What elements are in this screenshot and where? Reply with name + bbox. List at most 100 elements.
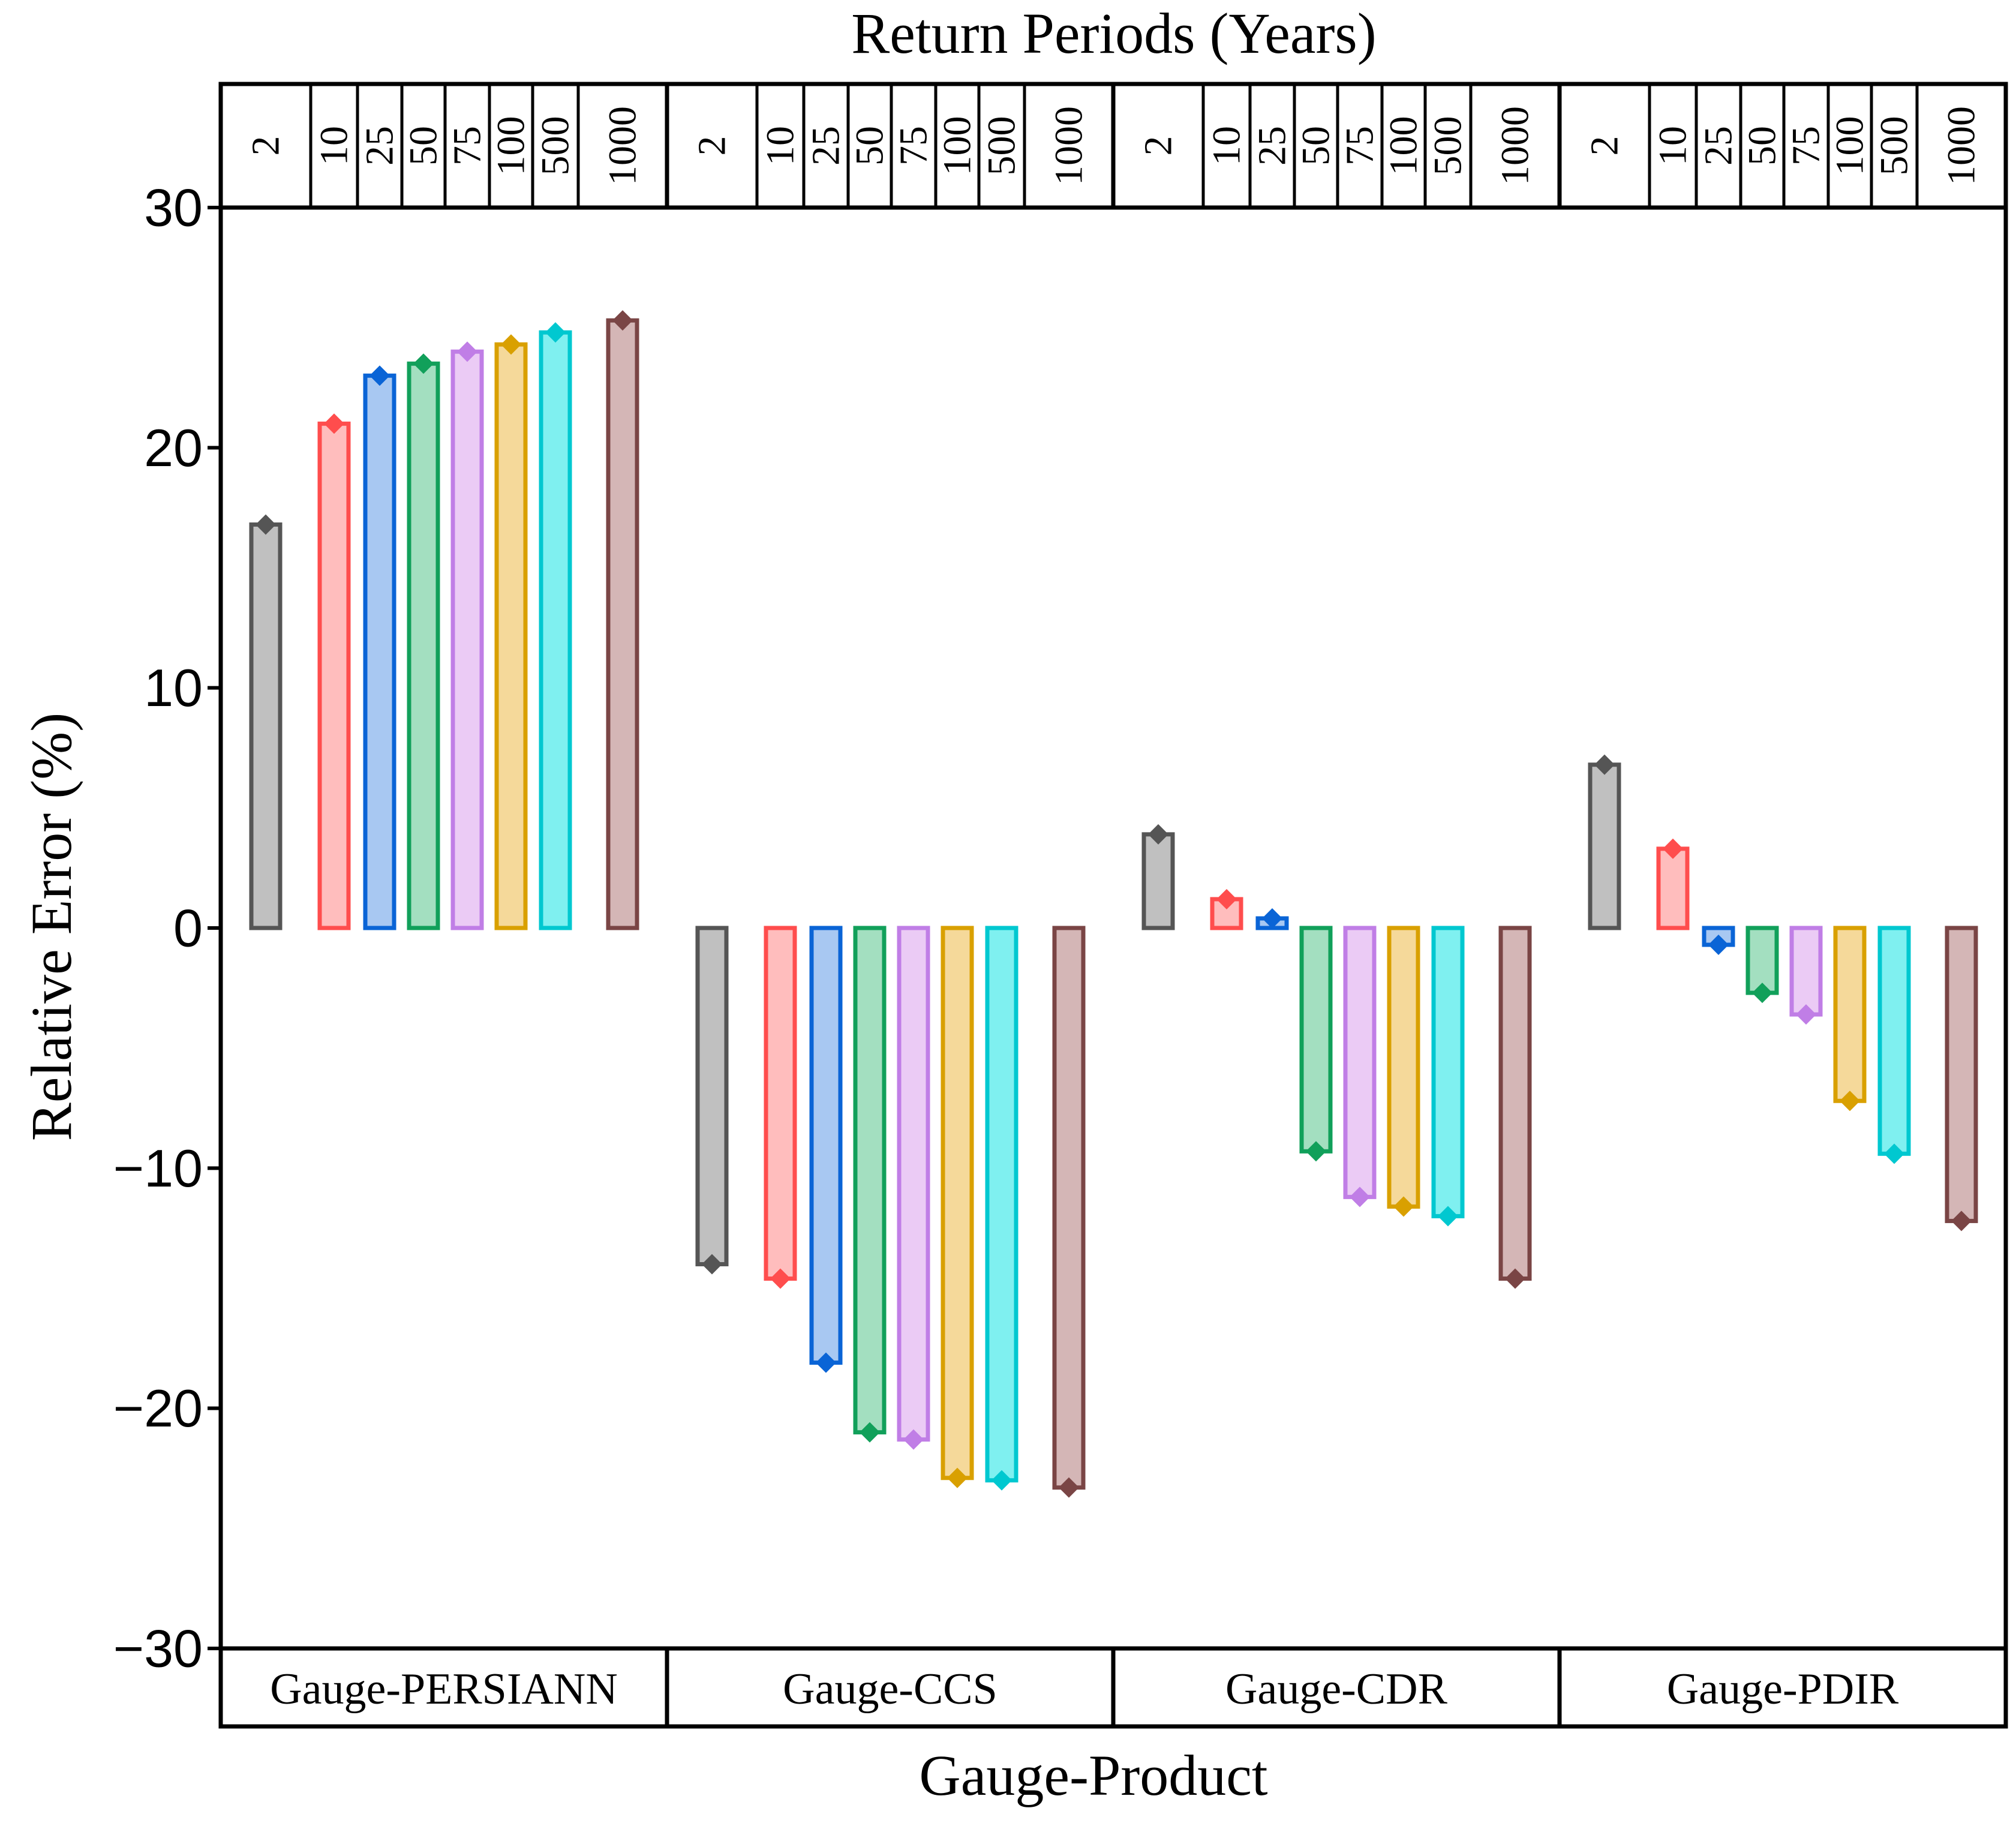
return-period-label: 100 (1828, 116, 1872, 176)
bar (1945, 926, 1978, 1223)
return-period-label: 2 (1583, 136, 1627, 156)
return-period-label: 100 (489, 116, 533, 176)
return-period-label: 1000 (1047, 106, 1091, 185)
bar (606, 318, 639, 930)
y-tick-label: 20 (144, 418, 203, 477)
bar-marker (816, 1352, 836, 1373)
bar-marker (1594, 754, 1615, 775)
bar-marker (947, 1467, 968, 1488)
bar (450, 349, 484, 930)
bar (407, 361, 440, 930)
return-period-label: 500 (1426, 116, 1470, 176)
bar (249, 522, 283, 930)
bar (1299, 926, 1333, 1154)
y-axis-ticks: 30 20 10 0 −10 −20 −30 (113, 178, 221, 1678)
bar (897, 926, 930, 1442)
return-period-label: 75 (892, 126, 936, 166)
group-label-row: Gauge-PERSIANN Gauge-CCS Gauge-CDR Gauge-PD… (218, 1646, 2008, 1729)
bar-marker (770, 1268, 791, 1289)
bar (764, 926, 797, 1281)
chart-title: Return Periods (Years) (851, 1, 1376, 65)
return-period-label: 10 (313, 126, 356, 166)
return-period-label: 50 (1294, 126, 1338, 166)
bar-marker (1216, 888, 1237, 909)
bar (941, 926, 974, 1480)
bar-marker (860, 1422, 880, 1443)
bar-marker (413, 353, 434, 374)
return-period-label: 100 (936, 116, 980, 176)
bar-marker (1796, 1004, 1816, 1025)
group-label: Gauge-PDIR (1667, 1665, 1899, 1714)
bar-marker (1708, 935, 1729, 956)
bar (1877, 926, 1911, 1156)
return-period-label: 50 (402, 126, 446, 166)
y-tick-label: −20 (113, 1378, 203, 1438)
bar (539, 330, 572, 930)
return-period-label: 500 (1873, 116, 1916, 176)
return-period-label: 1000 (1494, 106, 1537, 185)
return-period-label: 50 (1741, 126, 1784, 166)
return-period-label: 75 (1338, 126, 1382, 166)
return-period-label: 1000 (601, 106, 645, 185)
x-axis-label: Gauge-Product (919, 1743, 1267, 1807)
bar-marker (324, 413, 344, 434)
y-tick-label: 10 (144, 658, 203, 717)
return-period-label: 25 (1251, 126, 1294, 166)
bar-marker (1663, 838, 1683, 859)
bar (1833, 926, 1867, 1103)
bar-marker (612, 310, 633, 331)
bar-marker (457, 341, 477, 362)
bar-marker (256, 514, 276, 535)
return-period-label: 100 (1382, 116, 1426, 176)
bar (985, 926, 1018, 1483)
bar-series (249, 310, 1978, 1498)
bar-marker (1951, 1211, 1972, 1232)
bar (853, 926, 887, 1435)
plot-frame (218, 205, 2008, 1651)
bar-marker (1840, 1091, 1860, 1112)
bar-marker (369, 365, 390, 386)
y-tick-label: −30 (113, 1619, 203, 1678)
return-period-label: 500 (980, 116, 1024, 176)
bar (1343, 926, 1377, 1199)
bar (695, 926, 729, 1266)
bar-marker (1884, 1143, 1904, 1164)
return-period-label: 10 (759, 126, 803, 166)
bar-marker (1350, 1187, 1370, 1208)
return-period-label: 1000 (1940, 106, 1984, 185)
return-period-label: 25 (1697, 126, 1741, 166)
bar-marker (501, 334, 521, 355)
return-period-label: 2 (1137, 136, 1180, 156)
return-period-label: 75 (446, 126, 489, 166)
bar-marker (545, 322, 566, 343)
bar (809, 926, 843, 1365)
bar (1141, 832, 1175, 930)
bar (1431, 926, 1465, 1218)
return-period-header: 2 10 25 50 75 100 500 1000 2 10 25 50 75 100 500 1000 2 1… (218, 82, 2008, 210)
y-tick-label: −10 (113, 1139, 203, 1198)
return-period-label: 500 (534, 116, 578, 176)
bar (1498, 926, 1532, 1281)
bar (1588, 762, 1621, 930)
bar-marker (1393, 1196, 1414, 1217)
bar-marker (1262, 908, 1282, 929)
group-label: Gauge-PERSIANN (270, 1665, 618, 1714)
bar-marker (903, 1429, 924, 1450)
bar-marker (1148, 824, 1168, 845)
y-tick-label: 0 (173, 899, 203, 958)
return-period-label: 2 (244, 136, 288, 156)
return-period-label: 10 (1205, 126, 1249, 166)
bar-marker (702, 1254, 722, 1275)
bar (317, 421, 351, 930)
group-label: Gauge-CDR (1225, 1665, 1448, 1714)
return-period-label: 50 (848, 126, 892, 166)
return-period-label: 25 (358, 126, 402, 166)
bar (1052, 926, 1086, 1490)
bar (1656, 846, 1690, 930)
bar-marker (1505, 1268, 1525, 1289)
return-period-label: 2 (690, 136, 734, 156)
return-period-label: 75 (1784, 126, 1828, 166)
bar-marker (1438, 1206, 1458, 1227)
y-tick-label: 30 (144, 178, 203, 238)
